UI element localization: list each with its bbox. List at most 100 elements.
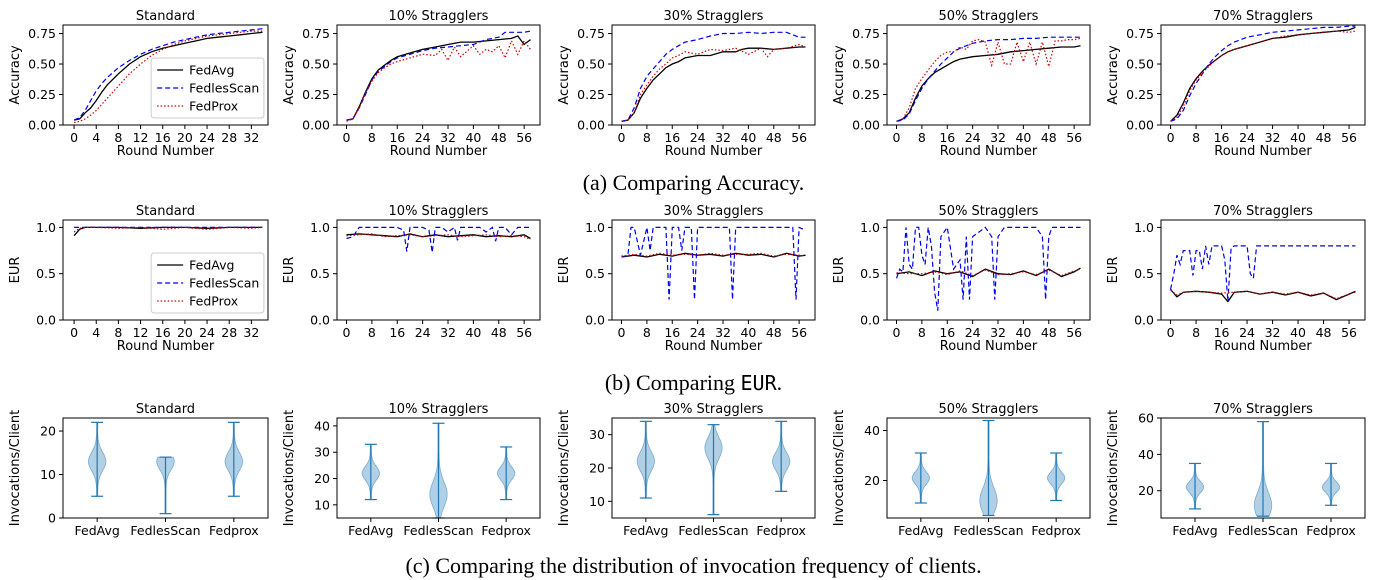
accuracy-3-xtick-label: 48 [1041,130,1057,145]
accuracy-0-xtick-label: 16 [155,130,171,145]
eur-3-xtick-label: 32 [990,325,1006,340]
accuracy-4-xtick-label: 56 [1341,130,1357,145]
eur-3-xtick-label: 48 [1041,325,1057,340]
eur-0-ylabel: EUR [8,257,23,284]
invocations-4-ytick-label: 40 [1138,447,1154,462]
eur-2-series-fedlesscan [621,226,806,300]
eur-1-xtick-label: 56 [516,325,532,340]
caption-accuracy: (a) Comparing Accuracy. [582,170,805,195]
accuracy-4-xtick-label: 24 [1239,130,1255,145]
accuracy-2-series-fedprox [621,43,806,122]
accuracy-4-xtick-label: 40 [1290,130,1306,145]
eur-0-xtick-label: 24 [199,325,215,340]
invocations-2-ytick-label: 20 [589,461,605,476]
accuracy-3-title: 50% Stragglers [939,9,1039,24]
invocations-3-ytick-label: 20 [864,473,880,488]
eur-1-series-fedlesscan [346,226,531,253]
invocations-4-xtick-label-fedavg: FedAvg [1172,523,1217,538]
eur-0-legend-label-fedprox: FedProx [189,294,238,309]
eur-0-series-fedprox [73,226,263,233]
accuracy-4-xlabel: Round Number [1214,144,1312,159]
accuracy-4-xtick-label: 32 [1265,130,1281,145]
eur-4-axes-frame [1160,219,1366,321]
eur-4-xtick-label: 32 [1265,325,1281,340]
accuracy-4-title: 70% Stragglers [1213,9,1313,24]
accuracy-1-ytick-label: 0.50 [302,57,330,72]
eur-3-xlabel: Round Number [940,339,1038,354]
invocations-2-ytick-label: 30 [589,427,605,442]
eur-3-ylabel: EUR [832,257,847,284]
eur-1-xtick-label: 16 [389,325,405,340]
accuracy-4-axes-frame [1160,24,1366,126]
accuracy-3-xtick-label: 16 [939,130,955,145]
eur-4-ytick-label: 0.0 [1134,313,1154,328]
invocations-4-ytick-label: 20 [1138,483,1154,498]
invocations-0-xtick-label-fedavg: FedAvg [75,523,120,538]
invocations-3-ytick-label: 40 [864,423,880,438]
invocations-2-axes-frame [611,417,816,519]
eur-2-xtick-label: 16 [664,325,680,340]
eur-2-xtick-label: 32 [715,325,731,340]
eur-3-xtick-label: 16 [939,325,955,340]
eur-4-series-fedlesscan [1170,245,1356,302]
invocations-2-ylabel: Invocations/Client [557,410,572,527]
eur-0-title: Standard [136,204,195,219]
accuracy-3-series-fedavg [896,45,1081,122]
eur-0-axes-frame [62,219,269,321]
caption-eur-suffix: . [776,370,783,395]
eur-2-xtick-label: 48 [766,325,782,340]
accuracy-1-axes-frame [336,24,541,126]
accuracy-1-xtick-label: 48 [491,130,507,145]
invocations-1-ytick-label: 10 [314,497,330,512]
accuracy-0-series-fedavg [73,31,263,121]
accuracy-4-series-fedprox [1170,30,1356,122]
eur-1-xtick-label: 32 [440,325,456,340]
invocations-0-ytick-label: 10 [40,467,56,482]
eur-0-legend-box [150,252,265,314]
eur-2-ytick-label: 1.0 [585,220,605,235]
invocations-0-axes-frame [62,417,269,519]
accuracy-0-xtick-label: 32 [243,130,259,145]
eur-1-ytick-label: 0.5 [310,266,330,281]
accuracy-1-xtick-label: 8 [368,130,376,145]
accuracy-4-xtick-label: 0 [1167,130,1175,145]
accuracy-2-xlabel: Round Number [665,144,763,159]
accuracy-2-ytick-label: 0.50 [577,57,605,72]
eur-0-xtick-label: 8 [114,325,122,340]
eur-0-ytick-label: 0.0 [36,313,56,328]
invocations-0-ylabel: Invocations/Client [8,410,23,527]
eur-0-legend-label-fedlesscan: FedlesScan [189,276,259,291]
invocations-4-xtick-label-fedprox: Fedprox [1306,523,1356,538]
invocations-3-xtick-label-fedavg: FedAvg [898,523,943,538]
accuracy-0-legend-label-fedprox: FedProx [189,99,238,114]
eur-2-xtick-label: 56 [791,325,807,340]
invocations-1-ytick-label: 20 [314,471,330,486]
invocations-4-xtick-label-fedlesscan: FedlesScan [1228,523,1298,538]
eur-1-xtick-label: 48 [491,325,507,340]
eur-0-xtick-label: 16 [155,325,171,340]
accuracy-0-ylabel: Accuracy [8,45,23,105]
accuracy-2-ytick-label: 0.25 [577,87,605,102]
invocations-2-title: 30% Stragglers [664,402,764,417]
accuracy-2-xtick-label: 8 [643,130,651,145]
invocations-4-title: 70% Stragglers [1213,402,1313,417]
accuracy-2-xtick-label: 56 [791,130,807,145]
eur-1-xtick-label: 40 [465,325,481,340]
eur-1-series-fedprox [346,233,531,240]
eur-3-xtick-label: 24 [965,325,981,340]
accuracy-2-xtick-label: 40 [740,130,756,145]
eur-2-axes-frame [611,219,816,321]
eur-2-xtick-label: 24 [690,325,706,340]
eur-1-axes-frame [336,219,541,321]
accuracy-1-series-fedavg [346,35,531,121]
accuracy-2-ylabel: Accuracy [557,45,572,105]
invocations-0-xtick-label-fedlesscan: FedlesScan [130,523,200,538]
accuracy-0-legend-label-fedavg: FedAvg [189,63,234,78]
accuracy-1-ytick-label: 0.00 [302,118,330,133]
eur-4-xtick-label: 16 [1214,325,1230,340]
accuracy-0-xtick-label: 0 [70,130,78,145]
invocations-1-ytick-label: 30 [314,445,330,460]
invocations-1-title: 10% Stragglers [389,402,489,417]
accuracy-1-xlabel: Round Number [390,144,488,159]
